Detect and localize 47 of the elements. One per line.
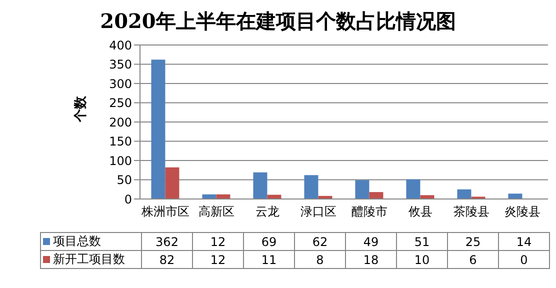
x-tick-label: 炎陵县 [504,204,540,219]
data-label: 10 [396,250,448,268]
data-label: 0 [498,250,550,268]
y-tick-label: 400 [109,38,132,52]
data-label: 69 [244,232,294,250]
y-tick-label: 200 [109,115,132,130]
bar [406,179,420,199]
data-label: 51 [396,232,448,250]
data-label: 362 [142,232,192,250]
bar [151,60,166,199]
x-tick-label: 渌口区 [300,204,336,219]
bar [369,192,384,199]
bar [508,194,522,199]
x-tick-label: 醴陵市 [352,204,388,219]
bar [457,189,472,199]
bar [165,167,180,199]
legend-label: 新开工项目数 [40,250,142,268]
data-label: 14 [498,232,550,250]
x-tick-label: 株洲市区 [140,204,190,219]
data-label: 18 [346,250,396,268]
bar [420,195,434,199]
legend-label: 项目总数 [40,232,142,250]
data-label: 11 [244,250,294,268]
data-label: 82 [142,250,192,268]
data-label: 8 [294,250,346,268]
data-label: 49 [346,232,396,250]
x-tick-label: 茶陵县 [454,204,490,219]
x-tick-label: 攸县 [408,204,432,219]
chart-title: 2020年上半年在建项目个数占比情况图 [99,8,457,35]
y-tick-label: 300 [109,76,132,91]
y-axis-title: 个数 [74,95,89,123]
data-label: 12 [192,232,244,250]
data-label: 6 [448,250,498,268]
data-label: 12 [192,250,244,268]
bar [253,172,268,199]
y-tick-label: 100 [109,154,132,168]
bar [355,180,370,199]
y-tick-label: 0 [124,192,132,206]
y-tick-label: 50 [116,173,132,188]
x-tick-label: 高新区 [198,204,234,219]
data-label: 25 [448,232,498,250]
bar [304,175,318,199]
y-tick-label: 150 [109,134,132,149]
x-tick-label: 云龙 [256,204,280,219]
y-tick-label: 350 [109,58,132,72]
data-label: 62 [294,232,346,250]
y-tick-label: 250 [109,96,132,110]
